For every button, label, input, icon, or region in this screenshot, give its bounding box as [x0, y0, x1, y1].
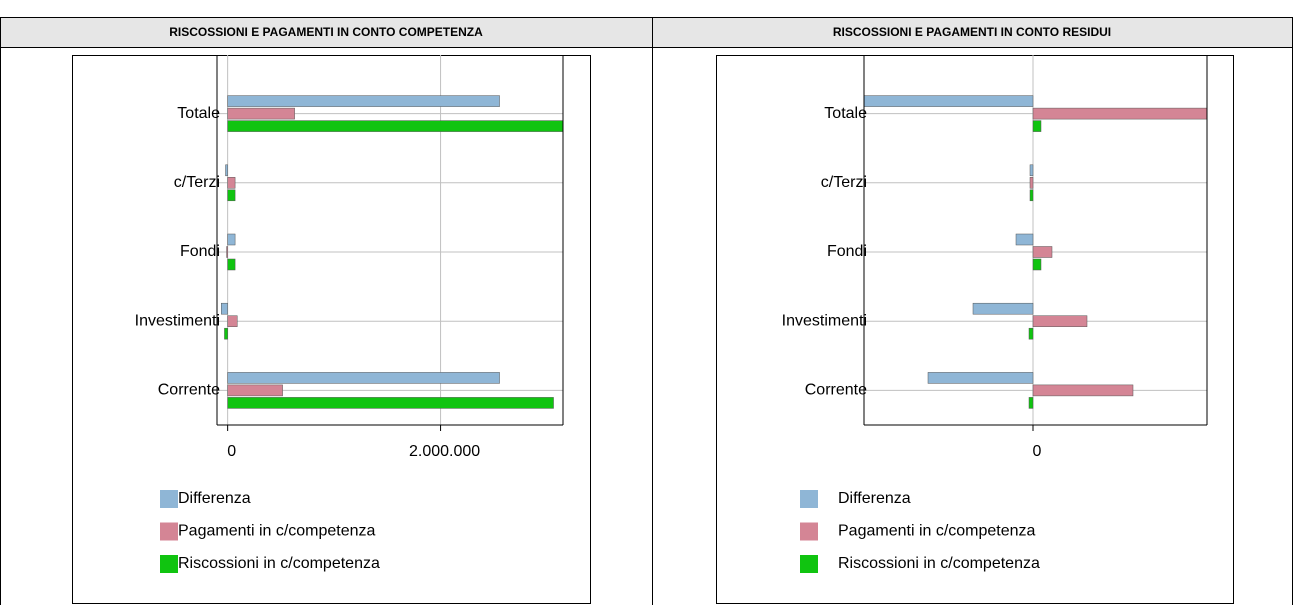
y-tick-label: Investimenti [782, 312, 867, 329]
bar [1029, 164, 1034, 177]
y-tick-label: Investimenti [135, 312, 220, 329]
bar [227, 397, 554, 409]
legend-swatch [160, 555, 178, 573]
chart-frame [716, 55, 1234, 604]
bar [227, 233, 236, 246]
bar [1032, 246, 1053, 258]
bar [1028, 397, 1034, 409]
bar [221, 302, 228, 315]
bar [1032, 107, 1207, 120]
legend-swatch [800, 555, 818, 573]
bar [227, 189, 236, 202]
y-tick-label: Corrente [158, 382, 220, 399]
bar [1029, 189, 1034, 202]
bar [227, 95, 500, 107]
bar [1029, 177, 1034, 189]
bar [227, 107, 295, 120]
legend-swatch [160, 522, 178, 541]
y-tick-label: Fondi [827, 243, 867, 260]
y-tick-label: Totale [824, 105, 867, 122]
chart-frame [72, 55, 591, 604]
bar [226, 246, 228, 258]
y-tick-label: Totale [177, 105, 220, 122]
legend-label: Differenza [178, 490, 251, 507]
y-tick-label: c/Terzi [821, 174, 867, 191]
bar [227, 258, 236, 271]
bar [1032, 120, 1042, 132]
bar [864, 95, 1034, 107]
y-tick-label: c/Terzi [174, 174, 220, 191]
legend-label: Riscossioni in c/competenza [838, 555, 1040, 572]
bar [227, 120, 563, 132]
bar [225, 164, 228, 177]
x-tick-label: 0 [227, 443, 236, 460]
bar [227, 177, 236, 189]
bar [1015, 233, 1034, 246]
bar [1032, 315, 1088, 327]
legend-swatch [800, 490, 818, 508]
legend-swatch [800, 522, 818, 541]
bar [972, 302, 1034, 315]
x-tick-label: 2.000.000 [409, 443, 480, 460]
bar [224, 327, 228, 340]
x-tick-label: 0 [1033, 443, 1042, 460]
y-tick-label: Fondi [180, 243, 220, 260]
bar [1032, 258, 1042, 271]
legend-label: Riscossioni in c/competenza [178, 555, 380, 572]
y-tick-label: Corrente [805, 382, 867, 399]
legend-label: Pagamenti in c/competenza [838, 523, 1036, 540]
bar [1032, 384, 1134, 397]
bar [227, 372, 500, 384]
legend-label: Pagamenti in c/competenza [178, 523, 376, 540]
bar [1028, 327, 1034, 340]
bar [227, 384, 283, 397]
legend-swatch [160, 490, 178, 508]
panel-title: RISCOSSIONI E PAGAMENTI IN CONTO RESIDUI [833, 25, 1111, 39]
bar [227, 315, 238, 327]
panel-title: RISCOSSIONI E PAGAMENTI IN CONTO COMPETE… [169, 25, 483, 39]
legend-label: Differenza [838, 490, 911, 507]
bar [927, 372, 1034, 384]
